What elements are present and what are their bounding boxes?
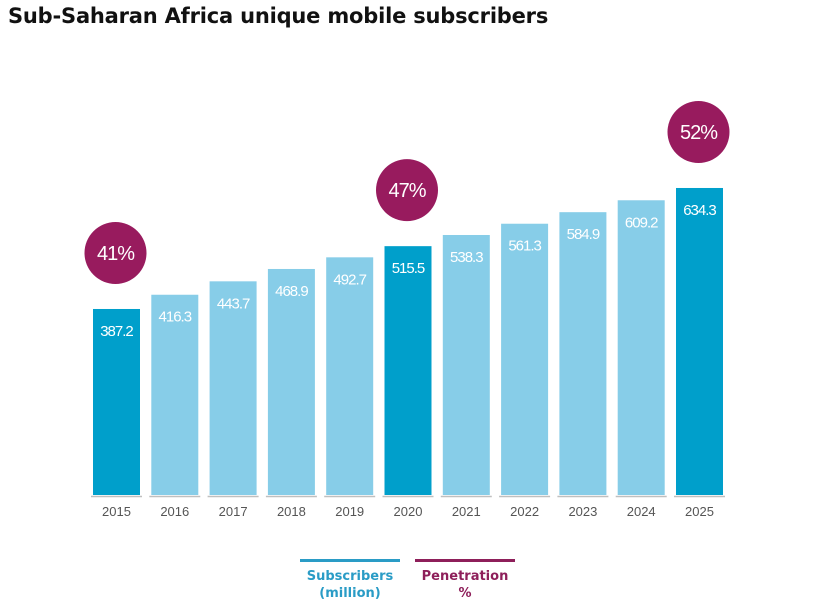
- legend-subscribers-label-line2: (million): [319, 586, 381, 601]
- bar-value-label-2017: 443.7: [217, 295, 250, 312]
- bar-value-label-2025: 634.3: [683, 202, 716, 219]
- legend-subscribers: Subscribers (million): [300, 559, 400, 602]
- penetration-bubble-2025: [667, 100, 730, 163]
- penetration-label-2025: 52%: [680, 122, 718, 144]
- x-tick-label-2016: 2016: [160, 504, 189, 519]
- bars-group: 387.2 416.3 443.7 468.9 492.7 515.5 538.3 561.3…: [93, 187, 723, 496]
- bar-2019: [326, 257, 374, 495]
- penetration-label-2020: 47%: [388, 180, 426, 202]
- x-tick-label-2017: 2017: [219, 504, 248, 519]
- bar-2020: [384, 246, 432, 495]
- x-tick-label-2018: 2018: [277, 504, 306, 519]
- bar-value-label-2015: 387.2: [100, 323, 133, 340]
- bar-2018: [267, 268, 315, 495]
- penetration-label-2015: 41%: [97, 243, 135, 265]
- bar-2025: [676, 187, 723, 496]
- bar-2017: [209, 281, 257, 495]
- legend-subscribers-swatch: [300, 559, 400, 562]
- penetration-bubbles-group: 41% 47% 52%: [84, 100, 730, 284]
- x-tick-label-2021: 2021: [452, 504, 481, 519]
- x-ticks-group: 2015 2016 2017 2018 2019 2020 2021 2022 2023 2024…: [102, 504, 714, 519]
- legend-subscribers-label-line1: Subscribers: [306, 569, 394, 584]
- bar-value-label-2019: 492.7: [333, 271, 366, 288]
- bar-2015: [93, 308, 140, 495]
- bar-2016: [151, 294, 199, 495]
- x-tick-label-2024: 2024: [627, 504, 656, 519]
- bar-value-label-2022: 561.3: [508, 238, 541, 255]
- x-tick-label-2025: 2025: [685, 504, 714, 519]
- penetration-bubble-2015: [84, 221, 147, 284]
- bar-2021: [442, 234, 490, 495]
- bar-2023: [559, 212, 607, 495]
- bar-value-label-2021: 538.3: [450, 249, 483, 266]
- x-tick-label-2020: 2020: [394, 504, 423, 519]
- legend-penetration-label-line2: %: [458, 586, 472, 601]
- x-tick-label-2022: 2022: [510, 504, 539, 519]
- chart-title: Sub-Saharan Africa unique mobile subscri…: [8, 4, 549, 28]
- bar-chart: 387.2 416.3 443.7 468.9 492.7 515.5 538.3 561.3…: [84, 100, 730, 519]
- bar-value-label-2016: 416.3: [159, 309, 192, 326]
- bar-value-label-2023: 584.9: [567, 226, 600, 243]
- x-tick-label-2019: 2019: [335, 504, 364, 519]
- bar-2024: [617, 200, 665, 495]
- x-tick-label-2023: 2023: [568, 504, 597, 519]
- legend-penetration: Penetration %: [415, 559, 515, 602]
- bar-2022: [501, 223, 549, 495]
- legend-penetration-swatch: [415, 559, 515, 562]
- bar-value-label-2020: 515.5: [392, 260, 425, 277]
- x-tick-label-2015: 2015: [102, 504, 131, 519]
- bar-value-label-2018: 468.9: [275, 283, 308, 300]
- bar-value-label-2024: 609.2: [625, 214, 658, 231]
- penetration-bubble-2020: [376, 159, 438, 222]
- legend-penetration-label-line1: Penetration: [421, 569, 509, 584]
